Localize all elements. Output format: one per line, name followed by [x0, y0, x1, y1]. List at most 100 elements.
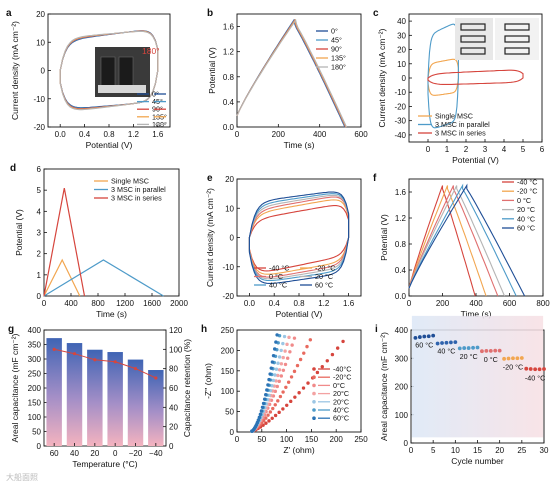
nyquist-point-0°C — [275, 384, 279, 389]
y-tick-label: 0 — [230, 428, 235, 437]
nyquist-point--40°C — [301, 386, 306, 390]
cycle-point-20 °C — [475, 345, 480, 350]
nyquist-point-20°C — [270, 383, 274, 388]
y-tick-label: 400 — [395, 326, 409, 335]
y2-tick-label: 120 — [169, 326, 183, 335]
nyquist-point--40°C — [341, 339, 345, 344]
legend-label: -40 °C — [517, 178, 537, 187]
retention-point — [113, 360, 117, 364]
x-tick-label: 0 — [426, 145, 431, 154]
y-tick-label: 1.6 — [223, 23, 235, 32]
x-tick-label: 0 — [407, 299, 412, 308]
cycle-point-40 °C — [440, 341, 444, 345]
nyquist-point-60°C — [267, 377, 271, 382]
nyquist-point-0°C — [277, 379, 281, 384]
nyquist-point-20°C — [279, 362, 284, 366]
nyquist-point--20°C — [278, 394, 283, 399]
x-axis-label: Time (s) — [96, 309, 127, 319]
x-tick-label: 1.2 — [128, 130, 140, 139]
x-tick-label: 0 — [42, 299, 47, 308]
retention-line — [54, 348, 157, 379]
panel-f: 0 200 400 600 800 0.0 0.4 0.8 1.2 1.6 f Time (s) Pot… — [373, 173, 550, 319]
legend-label: 3 MSC in series — [435, 129, 486, 138]
y2-axis-label: Capacitance retention (%) — [182, 339, 192, 437]
y-tick-label: 200 — [395, 383, 409, 392]
legend-label: -40 °C — [269, 264, 289, 273]
y-tick-label: -10 — [33, 95, 45, 104]
y-tick-label: 40 — [397, 17, 406, 26]
legend-label: 40 °C — [517, 214, 535, 223]
legend-label: 60 °C — [315, 281, 333, 290]
y-axis-label: Potential (V) — [207, 47, 217, 94]
gcd-curve-45° — [236, 18, 346, 128]
legend-marker — [312, 416, 316, 421]
nyquist-point--40°C — [335, 346, 340, 350]
panel-h: 0 50 100 150 200 250 0 50 100 150 200 250 h Z' (ohm) -… — [201, 324, 368, 455]
bar-−40 — [148, 370, 164, 446]
legend-label: 60°C — [333, 414, 349, 423]
y-tick-label: 350 — [28, 341, 42, 350]
gcd-curve-0 °C — [408, 185, 499, 297]
panel-label: g — [8, 324, 14, 335]
nyquist-point--20°C — [284, 385, 288, 389]
cycle-point-20 °C — [462, 346, 467, 350]
inset-clamp — [100, 56, 116, 90]
nyquist-point-60°C — [268, 372, 272, 376]
legend-marker — [312, 383, 316, 388]
cycle-point-20 °C — [466, 346, 471, 350]
nyquist-point-60°C — [272, 347, 277, 351]
inset-clamp — [118, 56, 134, 90]
legend-label: 0 °C — [269, 272, 283, 281]
y-axis-label: Areal capacitance (mF cm⁻²) — [379, 332, 389, 441]
x-tick-label: 0 — [235, 130, 240, 139]
retention-point — [154, 376, 158, 380]
nyquist-point-20°C — [287, 335, 291, 340]
cycle-point-20 °C — [457, 346, 462, 351]
gcd-curve-40 °C — [408, 183, 517, 297]
y2-tick-label: 40 — [169, 403, 178, 412]
panel-c: 0 1 2 3 4 5 6 -40 -30 -20 -10 0 10 20 30 40 c Potential (… — [373, 8, 545, 165]
legend-label: 3 MSC in series — [111, 194, 162, 203]
y-tick-label: -20 — [33, 123, 45, 132]
panel-g-frame — [43, 329, 167, 447]
x-tick-label: 1600 — [143, 299, 161, 308]
y-tick-label: -20 — [394, 102, 406, 111]
nyquist-point-20°C — [283, 349, 287, 353]
y-tick-label: 150 — [28, 399, 42, 408]
cycle-point-40 °C — [449, 340, 453, 345]
x-tick-label: 0 — [113, 449, 118, 458]
panel-h-frame — [236, 329, 362, 433]
nyquist-point-60°C — [257, 415, 262, 420]
nyquist-point-60°C — [266, 383, 270, 387]
x-tick-label: 100 — [280, 435, 294, 444]
nyquist-point-20°C — [277, 355, 282, 359]
nyquist-point-60°C — [261, 401, 266, 406]
y-tick-label: 1 — [37, 271, 42, 280]
nyquist-point-60°C — [275, 333, 279, 337]
nyquist-point--40°C — [270, 416, 274, 420]
legend-marker — [312, 400, 316, 404]
nyquist-point-20°C — [274, 367, 279, 371]
nyquist-point--40°C — [306, 381, 310, 385]
legend-marker — [312, 408, 316, 412]
nyquist-point--40°C — [264, 421, 268, 425]
panel-label: i — [375, 324, 378, 335]
y-tick-label: 200 — [221, 346, 235, 355]
temperature-label: -20 °C — [503, 362, 523, 371]
nyquist-point--20°C — [305, 344, 309, 349]
inset-msc-device — [460, 47, 486, 55]
temperature-label: 20 °C — [460, 352, 478, 361]
x-tick-label: 0.8 — [293, 299, 305, 308]
inset-msc-device — [460, 23, 486, 31]
gcd-curve-90° — [236, 18, 347, 128]
gcd-curve--20 °C — [408, 185, 487, 297]
cycle-point--40 °C — [533, 367, 538, 372]
x-tick-label: 1.2 — [318, 299, 330, 308]
x-tick-label: 0.8 — [103, 130, 115, 139]
cv-curve-60 °C — [248, 191, 350, 284]
inset-msc-device — [504, 47, 530, 55]
x-tick-label: 20 — [90, 449, 99, 458]
x-tick-label: 3 — [483, 145, 488, 154]
x-tick-label: 2000 — [170, 299, 188, 308]
